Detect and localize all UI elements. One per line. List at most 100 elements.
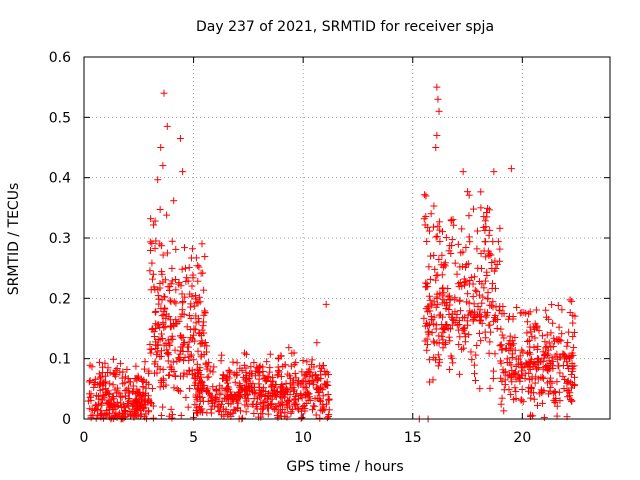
data-point (298, 413, 306, 421)
data-point (166, 316, 174, 324)
data-point (477, 337, 485, 345)
y-tick-label: 0.2 (49, 291, 71, 307)
plot-frame (83, 56, 611, 420)
data-point (188, 245, 196, 253)
data-point (114, 411, 122, 419)
data-point (451, 259, 459, 267)
data-point (192, 372, 200, 380)
data-point (149, 270, 157, 278)
data-point (149, 325, 157, 333)
data-point (469, 280, 477, 288)
data-point (482, 313, 490, 321)
axis-ticks: 0 5 10 15 20 0 0.1 0.2 0.3 0.4 0.5 0.6 (49, 50, 610, 446)
data-point (166, 296, 174, 304)
data-point (325, 410, 333, 418)
data-point (569, 319, 577, 327)
data-point (87, 414, 95, 422)
data-point (432, 356, 440, 364)
data-point (541, 338, 549, 346)
data-point (323, 400, 331, 408)
data-point (445, 333, 453, 341)
data-point (248, 400, 256, 408)
data-point (106, 380, 114, 388)
data-point (425, 292, 433, 300)
data-point (158, 268, 166, 276)
data-point (461, 313, 469, 321)
data-point (118, 393, 126, 401)
data-point (279, 405, 287, 413)
data-point (233, 397, 241, 405)
data-point (316, 414, 324, 422)
data-point (462, 263, 470, 271)
data-point (262, 397, 270, 405)
data-point (432, 272, 440, 280)
data-point (442, 321, 450, 329)
data-point (531, 334, 539, 342)
data-point (447, 352, 455, 360)
data-point (465, 212, 473, 220)
data-point (255, 380, 263, 388)
y-tick-label: 0.1 (49, 352, 71, 368)
data-point (151, 285, 159, 293)
data-point (511, 346, 519, 354)
data-point (470, 300, 478, 308)
data-point (549, 389, 557, 397)
data-point (173, 357, 181, 365)
data-point (556, 369, 564, 377)
data-point (210, 363, 218, 371)
data-point (311, 395, 319, 403)
data-point (303, 369, 311, 377)
data-point (438, 228, 446, 236)
data-point (167, 322, 175, 330)
data-point (547, 329, 555, 337)
data-point (439, 339, 447, 347)
data-point (205, 358, 213, 366)
data-point (460, 344, 468, 352)
data-point (118, 374, 126, 382)
data-point (465, 191, 473, 199)
data-point (435, 218, 443, 226)
data-point (458, 263, 466, 271)
data-point (435, 332, 443, 340)
data-point (313, 339, 321, 347)
data-point (133, 376, 141, 384)
data-point (489, 280, 497, 288)
data-point (295, 406, 303, 414)
data-point (475, 278, 483, 286)
data-point (534, 355, 542, 363)
data-point (436, 238, 444, 246)
data-point (176, 350, 184, 358)
data-point (280, 388, 288, 396)
data-point (507, 390, 515, 398)
data-point (178, 343, 186, 351)
data-point (558, 330, 566, 338)
data-point (507, 373, 515, 381)
data-point (481, 217, 489, 225)
data-point (318, 407, 326, 415)
data-point (118, 403, 126, 411)
data-point (283, 385, 291, 393)
data-point (465, 233, 473, 241)
data-point (151, 217, 159, 225)
data-point (155, 295, 163, 303)
data-point (164, 283, 172, 291)
data-point (543, 343, 551, 351)
data-point (564, 339, 572, 347)
data-point (198, 393, 206, 401)
data-point (136, 391, 144, 399)
data-point (97, 407, 105, 415)
data-point (513, 304, 521, 312)
data-point (512, 375, 520, 383)
data-point (277, 409, 285, 417)
data-point (156, 240, 164, 248)
data-point (473, 342, 481, 350)
data-point (451, 294, 459, 302)
data-point (524, 349, 532, 357)
data-point (457, 249, 465, 257)
data-point (242, 368, 250, 376)
data-point (196, 364, 204, 372)
data-point (191, 302, 199, 310)
data-point (158, 312, 166, 320)
data-point (159, 251, 167, 259)
data-point (432, 144, 440, 151)
